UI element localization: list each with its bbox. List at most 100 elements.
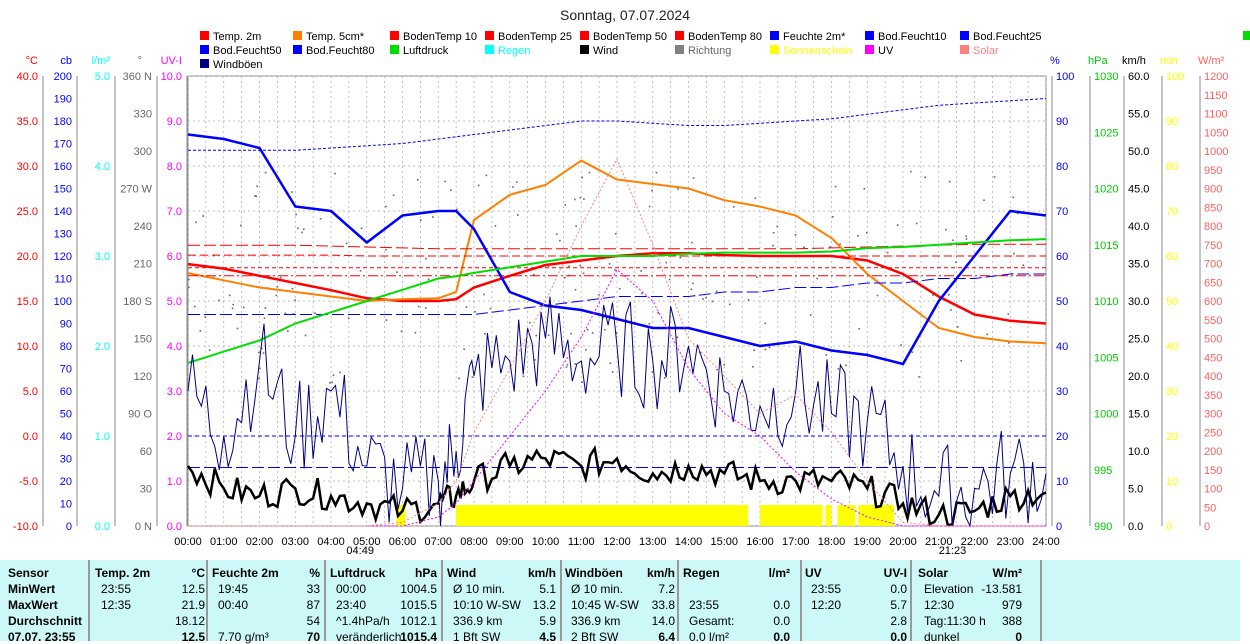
axis-tick-label: 5.0 bbox=[167, 296, 182, 308]
axis-tick-label: 5.0 bbox=[95, 71, 110, 83]
axis-tick-label: 40 bbox=[1166, 341, 1178, 353]
table-cell: 23:55 bbox=[101, 582, 132, 596]
axis-tick-label: 40 bbox=[60, 431, 72, 443]
axis-tick-label: 3.0 bbox=[167, 386, 182, 398]
direction-point bbox=[414, 331, 417, 334]
direction-point bbox=[863, 187, 866, 190]
direction-point bbox=[865, 231, 868, 234]
axis-tick-label: 990 bbox=[1094, 521, 1112, 533]
table-cell: 33.8 bbox=[651, 598, 675, 612]
table-cell: °C bbox=[191, 566, 205, 580]
table-cell: 336.9 km bbox=[453, 614, 503, 628]
direction-point bbox=[516, 181, 518, 183]
table-cell: -13.581 bbox=[981, 582, 1022, 596]
direction-point bbox=[276, 285, 279, 288]
axis-tick-label: 15.0 bbox=[17, 296, 38, 308]
direction-point bbox=[711, 300, 714, 303]
axis-tick-label: 0.0 bbox=[95, 521, 110, 533]
direction-point bbox=[444, 180, 446, 183]
legend-label: Luftdruck bbox=[403, 45, 449, 57]
x-tick-label: 01:00 bbox=[210, 536, 238, 548]
axis-tick-label: 10.0 bbox=[1128, 446, 1149, 458]
axis-tick-label: 1010 bbox=[1094, 296, 1118, 308]
direction-point bbox=[983, 199, 985, 202]
axis-tick-label: 30.0 bbox=[17, 161, 38, 173]
column-separator bbox=[1040, 560, 1042, 641]
table-cell: 1012.1 bbox=[400, 614, 437, 628]
table-cell: Temp. 2m bbox=[95, 566, 151, 580]
legend-label: Sonnenschein bbox=[783, 45, 853, 57]
direction-point bbox=[588, 171, 591, 174]
table-cell: km/h bbox=[527, 566, 556, 580]
axis-unit-left: l/m² bbox=[92, 55, 111, 67]
axis-tick-label: 70 bbox=[60, 364, 72, 376]
direction-point bbox=[474, 310, 476, 313]
direction-point bbox=[1022, 264, 1025, 266]
legend-label: Bod.Feucht80 bbox=[306, 45, 375, 57]
legend-swatch bbox=[293, 31, 302, 40]
axis-tick-label: 550 bbox=[1204, 315, 1222, 327]
direction-point bbox=[565, 366, 568, 368]
axis-unit-right: hPa bbox=[1088, 55, 1108, 67]
table-cell: Durchschnitt bbox=[8, 614, 83, 628]
direction-point bbox=[837, 368, 840, 370]
direction-point bbox=[260, 347, 263, 350]
x-tick-label: 20:00 bbox=[889, 536, 917, 548]
direction-point bbox=[803, 246, 805, 249]
axis-tick-label: 1.0 bbox=[167, 476, 182, 488]
axis-tick-label: 20 bbox=[60, 476, 72, 488]
direction-point bbox=[385, 205, 387, 208]
direction-point bbox=[522, 375, 525, 378]
direction-point bbox=[794, 233, 797, 236]
direction-point bbox=[641, 292, 643, 295]
axis-tick-label: 180 bbox=[54, 116, 72, 128]
x-tick-label: 02:00 bbox=[246, 536, 274, 548]
axis-tick-label: 140 bbox=[54, 206, 72, 218]
direction-point bbox=[602, 316, 604, 319]
axis-tick-label: 1050 bbox=[1204, 127, 1228, 139]
series-line-bod-feucht10 bbox=[188, 273, 1046, 315]
direction-point bbox=[512, 186, 514, 188]
axis-tick-label: 15.0 bbox=[1128, 409, 1149, 421]
legend-label: BodenTemp 25 bbox=[498, 31, 572, 43]
x-tick-label: 03:00 bbox=[281, 536, 309, 548]
table-cell: hPa bbox=[414, 566, 437, 580]
direction-point bbox=[574, 198, 576, 201]
direction-point bbox=[218, 299, 220, 302]
axis-tick-label: 160 bbox=[54, 161, 72, 173]
axis-tick-label: 0 N bbox=[135, 521, 152, 533]
direction-point bbox=[534, 359, 536, 361]
direction-point bbox=[1012, 196, 1014, 199]
direction-point bbox=[547, 334, 550, 337]
direction-point bbox=[489, 307, 492, 310]
direction-point bbox=[663, 377, 666, 379]
direction-point bbox=[723, 363, 725, 366]
direction-point bbox=[732, 205, 735, 208]
direction-point bbox=[948, 293, 950, 296]
table-cell: 14.0 bbox=[651, 614, 675, 628]
axis-tick-label: 1100 bbox=[1204, 109, 1228, 121]
direction-point bbox=[585, 348, 587, 351]
axis-tick-label: 2.0 bbox=[167, 431, 182, 443]
legend-label: Windböen bbox=[213, 59, 263, 71]
direction-point bbox=[392, 194, 395, 196]
direction-point bbox=[1013, 252, 1015, 255]
axis-tick-label: 150 bbox=[1204, 465, 1222, 477]
table-cell: Ø 10 min. bbox=[453, 582, 506, 596]
direction-point bbox=[690, 288, 693, 291]
direction-point bbox=[424, 307, 427, 309]
direction-point bbox=[294, 299, 296, 301]
axis-tick-label: 650 bbox=[1204, 277, 1222, 289]
column-separator bbox=[910, 560, 912, 641]
direction-point bbox=[676, 336, 679, 339]
direction-point bbox=[932, 294, 934, 296]
legend-swatch bbox=[390, 45, 399, 54]
legend-swatch bbox=[960, 45, 969, 54]
direction-point bbox=[858, 327, 860, 330]
axis-tick-label: 7.0 bbox=[167, 206, 182, 218]
axis-tick-label: 90 O bbox=[128, 409, 152, 421]
direction-point bbox=[204, 316, 207, 319]
direction-point bbox=[529, 321, 531, 324]
table-cell: 19:45 bbox=[218, 582, 249, 596]
axis-tick-label: 60 bbox=[140, 446, 152, 458]
